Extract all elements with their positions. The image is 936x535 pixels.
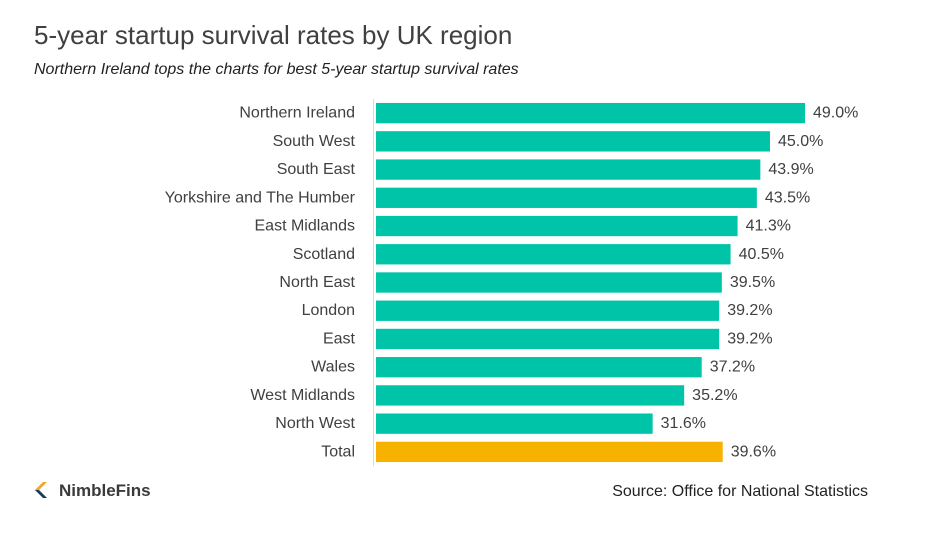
bar-south-east: [376, 159, 761, 180]
bar-south-west: [376, 131, 770, 152]
source-note: Source: Office for National Statistics: [612, 483, 868, 500]
value-label: 39.6%: [731, 443, 776, 460]
category-label: East Midlands: [255, 218, 356, 235]
value-label: 35.2%: [692, 387, 737, 404]
logo-text: NimbleFins: [59, 481, 151, 500]
bar-east: [376, 328, 720, 350]
bar-north-east: [376, 272, 722, 293]
bar-northern-ireland: [376, 102, 805, 124]
bars: [376, 102, 805, 463]
category-label: East: [323, 330, 356, 347]
value-label: 41.3%: [746, 218, 791, 235]
category-label: South West: [273, 133, 356, 150]
value-labels: 49.0% 45.0% 43.9% 43.5% 41.3% 40.5% 39.5% 39.2%…: [661, 105, 859, 461]
category-label: North West: [275, 415, 355, 432]
category-label: North East: [279, 274, 355, 291]
value-label: 43.9%: [768, 161, 813, 178]
bar-north-west: [376, 413, 653, 434]
nimblefins-chevron-icon: [35, 482, 47, 498]
category-label: London: [302, 302, 355, 319]
bar-yorkshire-and-the-humber: [376, 187, 757, 208]
value-label: 43.5%: [765, 189, 810, 206]
category-label: Scotland: [293, 246, 355, 263]
bar-west-midlands: [376, 385, 685, 406]
category-label: West Midlands: [250, 387, 355, 404]
bar-east-midlands: [376, 215, 738, 237]
chart-subtitle: Northern Ireland tops the charts for bes…: [34, 61, 519, 78]
value-label: 49.0%: [813, 105, 858, 122]
category-label: Northern Ireland: [239, 105, 355, 122]
bar-london: [376, 300, 720, 321]
bar-wales: [376, 357, 702, 378]
value-label: 31.6%: [661, 415, 706, 432]
value-label: 37.2%: [710, 359, 755, 376]
nimblefins-logo: NimbleFins: [33, 480, 151, 502]
category-label: South East: [277, 161, 356, 178]
value-label: 39.5%: [730, 274, 775, 291]
value-label: 39.2%: [727, 302, 772, 319]
chart-title: 5-year startup survival rates by UK regi…: [34, 20, 513, 50]
bar-scotland: [376, 244, 731, 265]
bar-total: [376, 441, 723, 463]
value-label: 45.0%: [778, 133, 823, 150]
value-label: 40.5%: [739, 246, 784, 263]
value-label: 39.2%: [727, 330, 772, 347]
category-label: Yorkshire and The Humber: [165, 189, 356, 206]
category-label: Total: [321, 443, 355, 460]
category-label: Wales: [311, 359, 355, 376]
category-labels: Northern Ireland South West South East York…: [165, 105, 356, 461]
